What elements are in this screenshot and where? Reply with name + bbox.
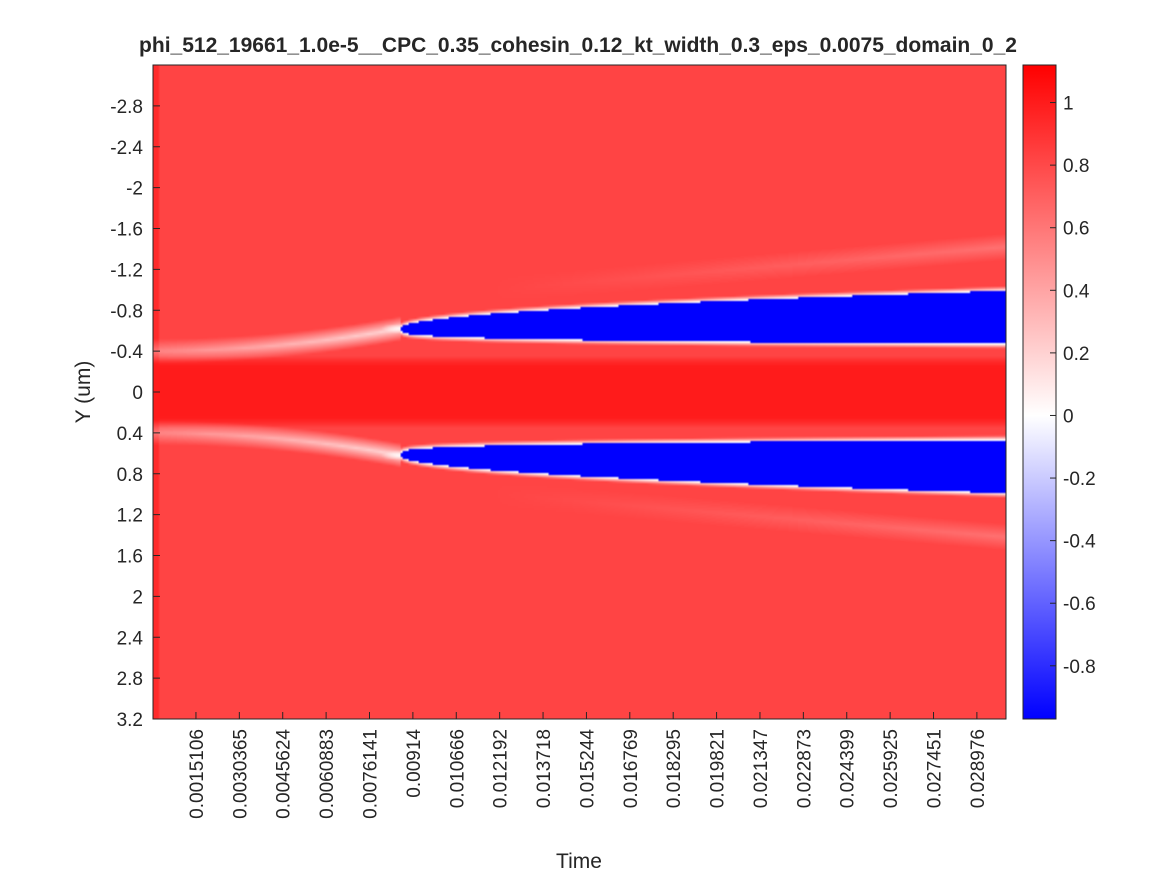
y-tick-label: 3.2 — [117, 710, 143, 731]
x-tick-label: 0.021347 — [751, 729, 772, 808]
x-tick-label: 0.016769 — [621, 729, 642, 808]
x-tick-label: 0.0030365 — [230, 729, 251, 819]
x-tick-label: 0.019821 — [708, 729, 729, 808]
colorbar-tick-label: -0.8 — [1063, 657, 1096, 678]
chart-title: phi_512_19661_1.0e-5__CPC_0.35_cohesin_0… — [139, 34, 1017, 57]
x-tick-label: 0.00914 — [404, 729, 425, 798]
y-tick-label: 2 — [132, 587, 143, 608]
x-tick-label: 0.013718 — [534, 729, 555, 808]
y-tick-label: -2.8 — [110, 97, 143, 118]
y-tick-label: -2.4 — [110, 138, 143, 159]
colorbar-tick-label: 0.4 — [1063, 281, 1090, 302]
x-tick-label: 0.028976 — [968, 729, 989, 808]
x-tick-label: 0.022873 — [794, 729, 815, 808]
x-axis: 0.0015106 0.0030365 0.0045624 0.0060883 0.00… — [187, 712, 989, 819]
colorbar — [1022, 64, 1057, 720]
colorbar-tick-label: 0.8 — [1063, 156, 1089, 177]
y-tick-label: -0.4 — [110, 342, 143, 363]
y-tick-label: -1.2 — [110, 260, 143, 281]
colorbar-axis: 1 0.8 0.6 0.4 0.2 0 -0.2 -0.4 -0.6 -0.8 — [1050, 94, 1096, 678]
x-tick-label: 0.024399 — [838, 729, 859, 808]
x-tick-label: 0.0060883 — [317, 729, 338, 819]
x-tick-label: 0.027451 — [925, 729, 946, 808]
colorbar-tick-label: 1 — [1063, 94, 1074, 115]
x-tick-label: 0.025925 — [881, 729, 902, 808]
x-tick-label: 0.010666 — [447, 729, 468, 808]
x-tick-label: 0.0076141 — [360, 729, 381, 819]
y-tick-label: -2 — [126, 179, 143, 200]
y-tick-label: 2.8 — [117, 669, 143, 690]
colorbar-tick-label: -0.6 — [1063, 594, 1096, 615]
colorbar-tick-label: 0 — [1063, 406, 1074, 427]
y-tick-label: 0 — [132, 383, 143, 404]
y-tick-label: -1.6 — [110, 220, 143, 241]
y-tick-label: 1.6 — [117, 547, 143, 568]
x-axis-label: Time — [556, 850, 602, 873]
colorbar-tick-label: -0.4 — [1063, 532, 1096, 553]
colorbar-tick-label: 0.2 — [1063, 344, 1089, 365]
x-tick-label: 0.018295 — [664, 729, 685, 808]
y-tick-label: 1.2 — [117, 506, 143, 527]
y-tick-label: -0.8 — [110, 301, 143, 322]
x-tick-label: 0.012192 — [491, 729, 512, 808]
y-axis-label: Y (um) — [72, 361, 95, 424]
y-tick-label: 0.8 — [117, 465, 143, 486]
x-tick-label: 0.0015106 — [187, 729, 208, 819]
colorbar-tick-label: -0.2 — [1063, 469, 1096, 490]
y-axis: -2.8 -2.4 -2 -1.6 -1.2 -0.8 -0.4 0 0.4 0.8 1.2 1.6 2… — [110, 97, 160, 731]
y-tick-label: 2.4 — [117, 628, 144, 649]
colorbar-tick-label: 0.6 — [1063, 219, 1089, 240]
x-tick-label: 0.015244 — [577, 729, 598, 809]
x-tick-label: 0.0045624 — [274, 729, 295, 819]
heatmap-image — [153, 65, 1006, 719]
y-tick-label: 0.4 — [117, 424, 144, 445]
